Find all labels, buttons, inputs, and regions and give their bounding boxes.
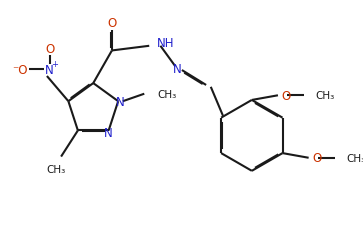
Text: O: O [313, 152, 322, 165]
Text: N: N [173, 62, 182, 75]
Text: N: N [116, 95, 125, 108]
Text: O: O [282, 89, 291, 102]
Text: CH₃: CH₃ [157, 89, 176, 99]
Text: +: + [51, 60, 58, 69]
Text: CH₃: CH₃ [346, 153, 363, 163]
Text: CH₃: CH₃ [315, 91, 334, 101]
Text: N: N [104, 126, 113, 139]
Text: ⁻O: ⁻O [12, 64, 28, 77]
Text: NH: NH [157, 37, 174, 50]
Text: CH₃: CH₃ [47, 164, 66, 174]
Text: O: O [45, 42, 54, 55]
Text: O: O [107, 17, 117, 30]
Text: N: N [45, 64, 54, 77]
